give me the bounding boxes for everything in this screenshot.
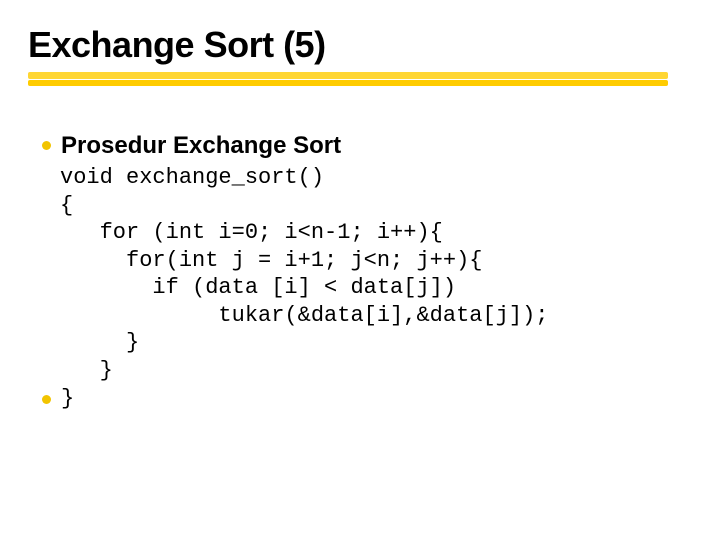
code-line: tukar(&data[i],&data[j]); xyxy=(60,303,548,328)
code-line: { xyxy=(60,193,73,218)
bullet-icon xyxy=(42,395,51,404)
code-line: void exchange_sort() xyxy=(60,165,324,190)
code-line: } xyxy=(60,358,113,383)
content-area: Prosedur Exchange Sort void exchange_sor… xyxy=(42,132,692,411)
code-block: void exchange_sort() { for (int i=0; i<n… xyxy=(60,164,692,384)
code-line: if (data [i] < data[j]) xyxy=(60,275,456,300)
code-line: for (int i=0; i<n-1; i++){ xyxy=(60,220,443,245)
title-underline xyxy=(28,72,692,90)
underline-stroke-2 xyxy=(28,80,668,86)
bullet-heading-row: Prosedur Exchange Sort xyxy=(42,132,692,160)
section-heading: Prosedur Exchange Sort xyxy=(61,132,341,160)
underline-stroke-1 xyxy=(28,72,668,79)
bullet-icon xyxy=(42,141,51,150)
closing-row: } xyxy=(42,386,692,411)
page-title: Exchange Sort (5) xyxy=(28,24,692,66)
code-line: } xyxy=(60,330,139,355)
code-line: for(int j = i+1; j<n; j++){ xyxy=(60,248,482,273)
code-closing-brace: } xyxy=(61,386,74,411)
